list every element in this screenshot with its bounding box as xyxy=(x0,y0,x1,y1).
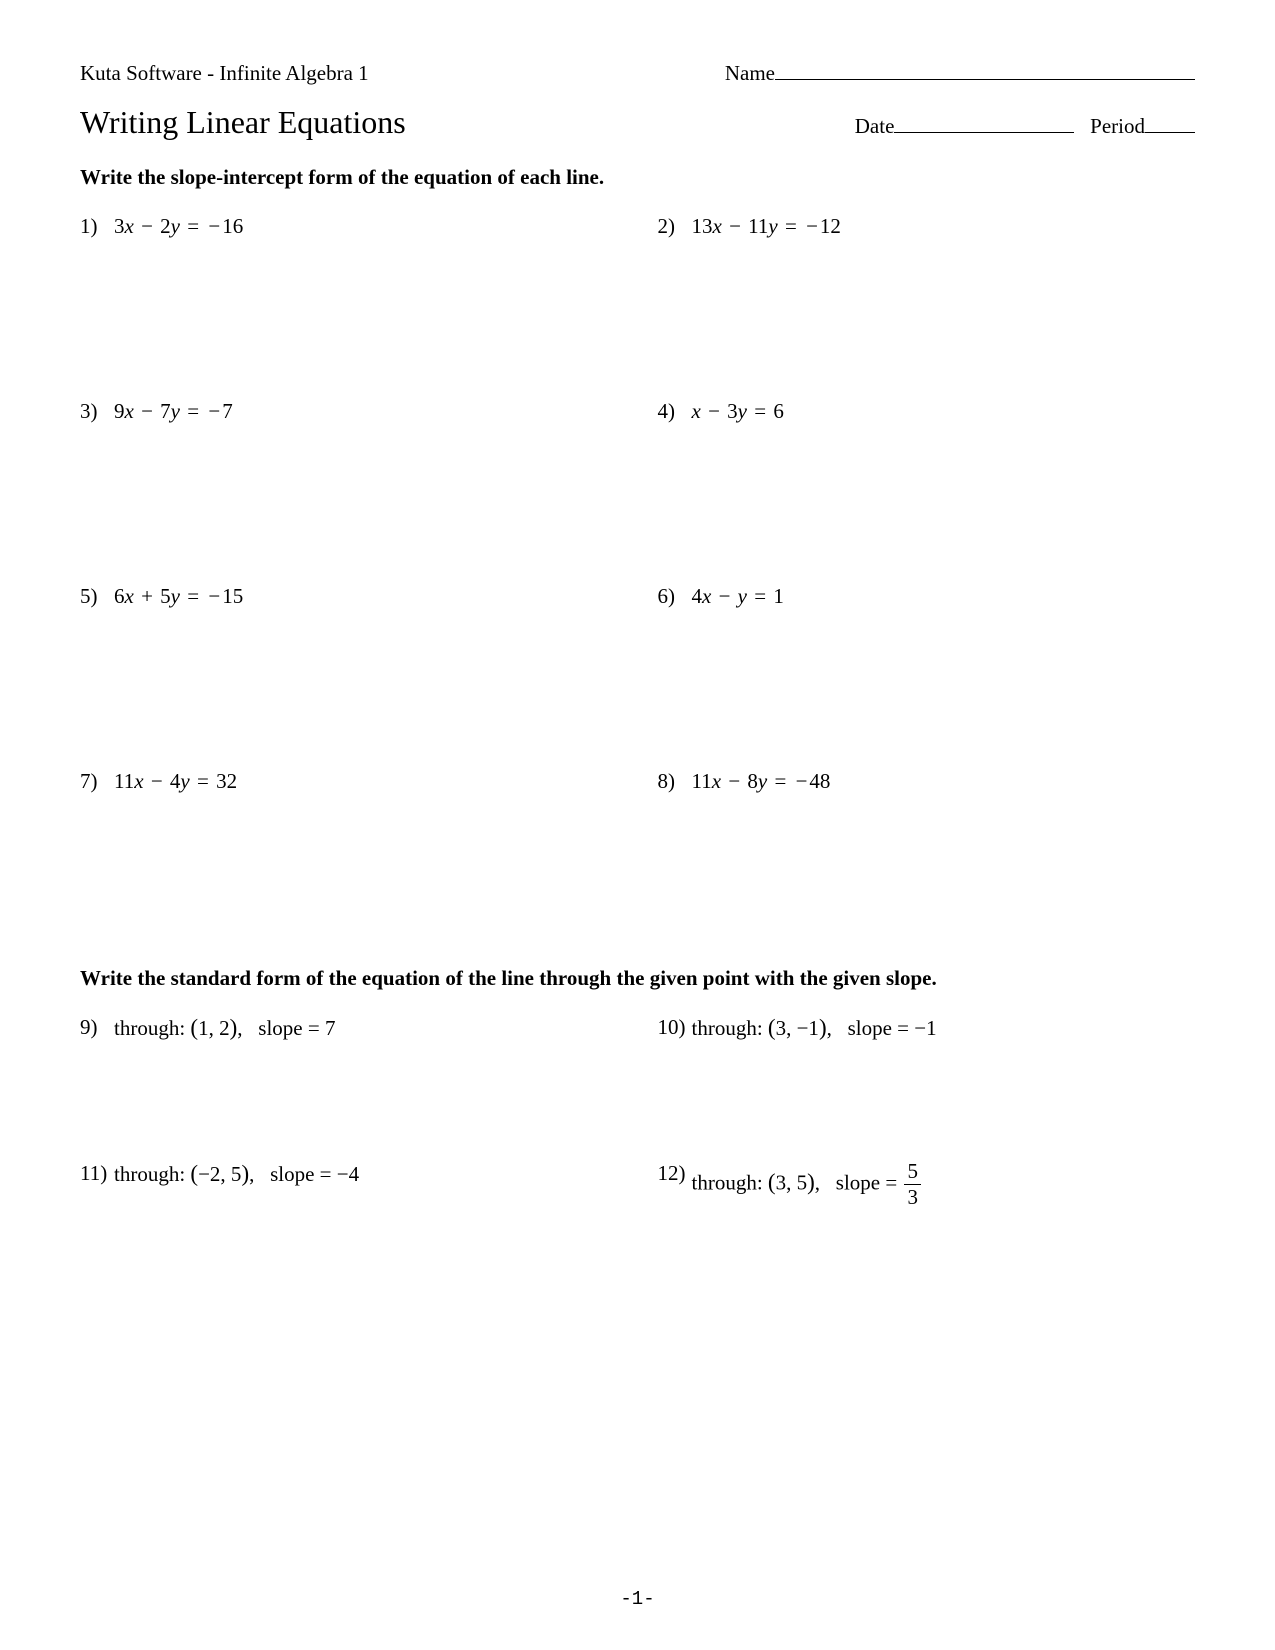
problem-equation: 6x + 5y = −15 xyxy=(114,584,243,609)
problem-number: 5) xyxy=(80,584,114,609)
name-field: Name xyxy=(725,60,1195,86)
problem: 5)6x + 5y = −15 xyxy=(80,584,618,609)
title-row: Writing Linear Equations Date Period xyxy=(80,104,1195,141)
problem: 6)4x − y = 1 xyxy=(658,584,1196,609)
problem: 9)through: (1, 2), slope = 7 xyxy=(80,1015,618,1041)
date-label: Date xyxy=(855,114,895,138)
problem: 4)x − 3y = 6 xyxy=(658,399,1196,424)
section1-instructions: Write the slope-intercept form of the eq… xyxy=(80,165,1195,190)
problem-text: through: (3, −1), slope = −1 xyxy=(692,1015,937,1041)
problem-text: through: (3, 5), slope = 53 xyxy=(692,1161,923,1208)
problem: 7)11x − 4y = 32 xyxy=(80,769,618,794)
date-blank xyxy=(894,113,1074,133)
problem-number: 2) xyxy=(658,214,692,239)
name-blank xyxy=(775,60,1195,80)
header-row: Kuta Software - Infinite Algebra 1 Name xyxy=(80,60,1195,86)
problem-number: 1) xyxy=(80,214,114,239)
date-period: Date Period xyxy=(855,113,1195,139)
problem-number: 6) xyxy=(658,584,692,609)
problem-equation: 3x − 2y = −16 xyxy=(114,214,243,239)
problem-equation: 11x − 4y = 32 xyxy=(114,769,237,794)
problem-equation: 13x − 11y = −12 xyxy=(692,214,841,239)
period-label: Period xyxy=(1090,114,1145,138)
name-label: Name xyxy=(725,61,775,85)
problem-text: through: (1, 2), slope = 7 xyxy=(114,1015,335,1041)
problem: 3)9x − 7y = −7 xyxy=(80,399,618,424)
section2-problems: 9)through: (1, 2), slope = 710)through: … xyxy=(80,1015,1195,1328)
slope-fraction: 53 xyxy=(904,1161,921,1208)
page-footer: -1- xyxy=(0,1588,1275,1610)
problem-number: 9) xyxy=(80,1015,114,1040)
problem: 11)through: (−2, 5), slope = −4 xyxy=(80,1161,618,1208)
problem-equation: 11x − 8y = −48 xyxy=(692,769,831,794)
problem: 2)13x − 11y = −12 xyxy=(658,214,1196,239)
problem-number: 3) xyxy=(80,399,114,424)
problem-number: 8) xyxy=(658,769,692,794)
problem-number: 12) xyxy=(658,1161,692,1186)
problem: 1)3x − 2y = −16 xyxy=(80,214,618,239)
problem-number: 4) xyxy=(658,399,692,424)
problem-number: 10) xyxy=(658,1015,692,1040)
problem-equation: 9x − 7y = −7 xyxy=(114,399,233,424)
problem: 8)11x − 8y = −48 xyxy=(658,769,1196,794)
problem-equation: x − 3y = 6 xyxy=(692,399,784,424)
software-name: Kuta Software - Infinite Algebra 1 xyxy=(80,61,369,86)
problem-number: 7) xyxy=(80,769,114,794)
period-blank xyxy=(1145,113,1195,133)
problem-text: through: (−2, 5), slope = −4 xyxy=(114,1161,359,1187)
problem-number: 11) xyxy=(80,1161,114,1186)
problem: 12)through: (3, 5), slope = 53 xyxy=(658,1161,1196,1208)
problem: 10)through: (3, −1), slope = −1 xyxy=(658,1015,1196,1041)
problem-equation: 4x − y = 1 xyxy=(692,584,784,609)
section2-instructions: Write the standard form of the equation … xyxy=(80,966,1195,991)
worksheet-title: Writing Linear Equations xyxy=(80,104,406,141)
section1-problems: 1)3x − 2y = −16 2)13x − 11y = −12 3)9x − 7… xyxy=(80,214,1195,954)
